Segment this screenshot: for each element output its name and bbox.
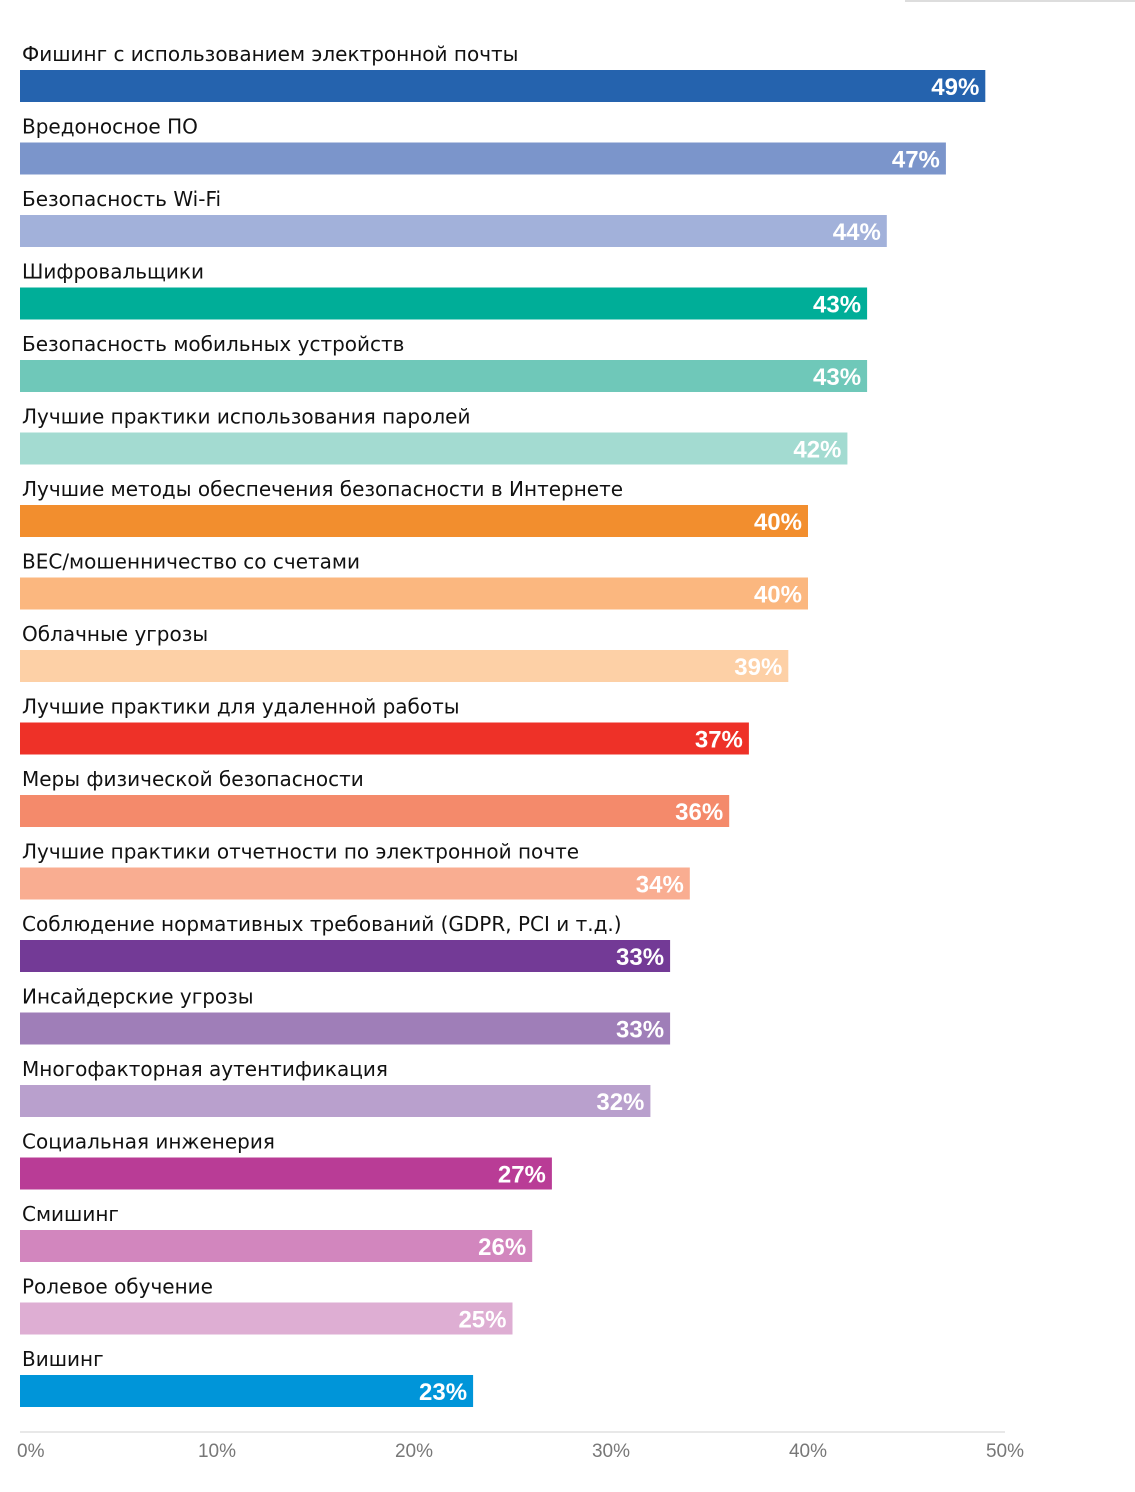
value-label: 43% — [813, 364, 861, 391]
value-label: 39% — [734, 654, 782, 681]
category-label: Облачные угрозы — [22, 622, 208, 646]
bar — [20, 722, 749, 755]
bar — [20, 1302, 513, 1335]
x-tick-label: 0% — [17, 1441, 45, 1462]
category-label: Социальная инженерия — [22, 1130, 275, 1154]
category-label: Многофакторная аутентификация — [22, 1057, 388, 1081]
bar — [20, 1085, 651, 1117]
category-label: Смишинг — [22, 1202, 119, 1226]
bar — [20, 70, 986, 102]
category-label: Ролевое обучение — [22, 1275, 213, 1299]
bar-row: Лучшие практики для удаленной работы 37% — [20, 695, 749, 755]
bar-row: Соблюдение нормативных требований (GDPR,… — [20, 912, 671, 972]
category-label: Вредоносное ПО — [22, 115, 198, 139]
x-tick-label: 10% — [198, 1441, 236, 1462]
category-label: Лучшие практики для удаленной работы — [22, 695, 460, 719]
bar-row: Шифровальщики 43% — [20, 260, 868, 320]
value-label: 44% — [833, 219, 881, 246]
value-label: 40% — [754, 582, 802, 609]
bar — [20, 1375, 474, 1407]
bar — [20, 215, 887, 247]
category-label: Фишинг с использованием электронной почт… — [22, 42, 518, 66]
bar — [20, 505, 808, 537]
value-label: 47% — [892, 147, 940, 174]
category-label: Безопасность Wi-Fi — [22, 187, 221, 211]
bar — [20, 360, 868, 392]
category-label: BEC/мошенничество со счетами — [22, 550, 360, 574]
bar-row: Безопасность мобильных устройств 43% — [20, 332, 868, 392]
bar-row: Безопасность Wi-Fi 44% — [20, 187, 887, 247]
value-label: 37% — [695, 727, 743, 754]
bar — [20, 940, 671, 972]
value-label: 42% — [793, 437, 841, 464]
value-label: 25% — [458, 1307, 506, 1334]
category-label: Лучшие методы обеспечения безопасности в… — [22, 477, 623, 501]
bar-row: Социальная инженерия 27% — [20, 1130, 552, 1190]
bar-row: Лучшие практики использования паролей 42% — [20, 405, 848, 465]
category-label: Вишинг — [22, 1347, 104, 1371]
bar-row: BEC/мошенничество со счетами 40% — [20, 550, 808, 610]
bar — [20, 142, 946, 175]
bar-row: Инсайдерские угрозы 33% — [20, 985, 671, 1045]
bar-row: Фишинг с использованием электронной почт… — [20, 42, 986, 102]
x-tick-label: 50% — [986, 1441, 1024, 1462]
bar — [20, 795, 730, 827]
x-tick-label: 20% — [395, 1441, 433, 1462]
bar-row: Облачные угрозы 39% — [20, 622, 789, 682]
bar-row: Ролевое обучение 25% — [20, 1275, 513, 1335]
category-label: Меры физической безопасности — [22, 767, 364, 791]
value-label: 33% — [616, 1017, 664, 1044]
value-label: 36% — [675, 799, 723, 826]
category-label: Безопасность мобильных устройств — [22, 332, 404, 356]
bar-row: Лучшие методы обеспечения безопасности в… — [20, 477, 808, 537]
bar — [20, 867, 690, 900]
bar — [20, 1157, 552, 1190]
value-label: 27% — [498, 1162, 546, 1189]
bar — [20, 432, 848, 465]
bar-row: Многофакторная аутентификация 32% — [20, 1057, 651, 1117]
bar-row: Вишинг 23% — [20, 1347, 474, 1407]
bar-row: Меры физической безопасности 36% — [20, 767, 730, 827]
value-label: 33% — [616, 944, 664, 971]
value-label: 26% — [478, 1234, 526, 1261]
bar — [20, 1230, 533, 1262]
x-tick-label: 40% — [789, 1441, 827, 1462]
category-label: Шифровальщики — [22, 260, 204, 284]
category-label: Инсайдерские угрозы — [22, 985, 254, 1009]
bar — [20, 650, 789, 682]
value-label: 40% — [754, 509, 802, 536]
bar-row: Смишинг 26% — [20, 1202, 533, 1262]
value-label: 32% — [596, 1089, 644, 1116]
category-label: Лучшие практики отчетности по электронно… — [22, 840, 579, 864]
value-label: 43% — [813, 292, 861, 319]
bar — [20, 577, 808, 610]
bar-row: Вредоносное ПО 47% — [20, 115, 946, 175]
x-tick-label: 30% — [592, 1441, 630, 1462]
bar-row: Лучшие практики отчетности по электронно… — [20, 840, 690, 900]
value-label: 23% — [419, 1379, 467, 1406]
category-label: Лучшие практики использования паролей — [22, 405, 470, 429]
value-label: 34% — [636, 872, 684, 899]
value-label: 49% — [931, 74, 979, 101]
bar — [20, 1012, 671, 1045]
category-label: Соблюдение нормативных требований (GDPR,… — [22, 912, 622, 936]
bar — [20, 287, 868, 320]
